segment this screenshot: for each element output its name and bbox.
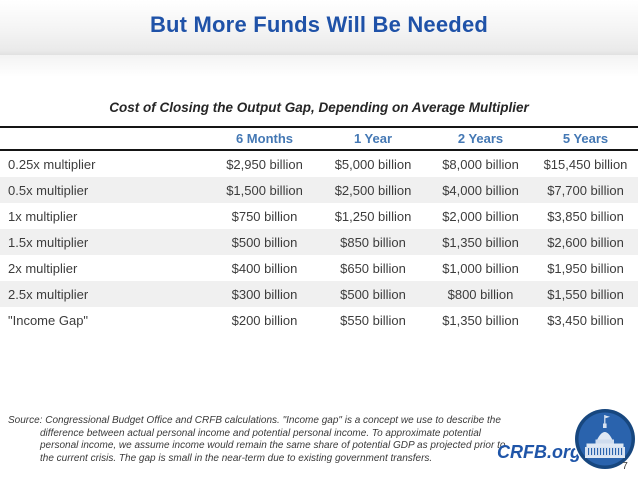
page-number: 7 (622, 461, 628, 472)
table-row: 2x multiplier $400 billion $650 billion … (0, 255, 638, 281)
source-line: Source: Congressional Budget Office and … (8, 415, 501, 426)
slide-title: But More Funds Will Be Needed (149, 12, 489, 37)
row-label: 0.5x multiplier (8, 182, 89, 198)
source-note: Source: Congressional Budget Office and … (8, 415, 505, 465)
table-cell: $2,950 billion (226, 156, 303, 172)
column-header-2-years: 2 Years (457, 131, 504, 146)
row-label: 2.5x multiplier (8, 286, 89, 302)
table-cell: $1,000 billion (442, 260, 519, 276)
table-row: 1x multiplier $750 billion $1,250 billio… (0, 203, 638, 229)
table-header-row: 6 Months 1 Year 2 Years 5 Years (0, 127, 638, 150)
table-cell: $2,600 billion (547, 234, 624, 250)
table-row: 0.5x multiplier $1,500 billion $2,500 bi… (0, 177, 638, 203)
table-cell: $1,950 billion (547, 260, 624, 276)
table-cell: $3,850 billion (547, 208, 624, 224)
cost-table: 6 Months 1 Year 2 Years 5 Years 0.25x mu… (0, 126, 638, 333)
table-cell: $750 billion (231, 208, 298, 224)
table-cell: $4,000 billion (442, 182, 519, 198)
column-header-6-months: 6 Months (235, 131, 294, 146)
row-label: 0.25x multiplier (8, 156, 96, 172)
column-header-5-years: 5 Years (562, 131, 609, 146)
table-cell: $850 billion (340, 234, 406, 250)
table-row: "Income Gap" $200 billion $550 billion $… (0, 307, 638, 333)
table-cell: $1,350 billion (442, 312, 519, 328)
table-cell: $500 billion (340, 286, 406, 302)
table-cell: $8,000 billion (442, 156, 519, 172)
table-cell: $550 billion (340, 312, 406, 328)
table-cell: $200 billion (231, 312, 298, 328)
table-caption: Cost of Closing the Output Gap, Dependin… (109, 100, 529, 115)
table-cell: $650 billion (340, 260, 406, 276)
table-row: 2.5x multiplier $300 billion $500 billio… (0, 281, 638, 307)
title-band-shadow (0, 55, 638, 77)
table-cell: $15,450 billion (543, 156, 628, 172)
source-line: personal income, we assume income would … (40, 440, 506, 452)
source-line: difference between actual personal incom… (40, 427, 482, 439)
row-label: "Income Gap" (8, 312, 89, 328)
crfb-brand-text: CRFB.org (497, 442, 581, 462)
table-cell: $7,700 billion (547, 182, 624, 198)
table-row: 1.5x multiplier $500 billion $850 billio… (0, 229, 638, 255)
table-cell: $2,000 billion (442, 208, 519, 224)
table-cell: $1,550 billion (547, 286, 624, 302)
table-cell: $300 billion (231, 286, 298, 302)
table-cell: $5,000 billion (334, 156, 412, 172)
table-cell: $2,500 billion (334, 182, 412, 198)
row-label: 2x multiplier (8, 260, 78, 276)
table-row: 0.25x multiplier $2,950 billion $5,000 b… (0, 150, 638, 177)
table-cell: $400 billion (231, 260, 298, 276)
source-line: the current crisis. The gap is small in … (40, 452, 433, 464)
crfb-capitol-logo-icon (573, 407, 637, 471)
table-cell: $1,500 billion (226, 182, 303, 198)
table-cell: $500 billion (231, 234, 298, 250)
row-label: 1x multiplier (8, 208, 78, 224)
row-label: 1.5x multiplier (8, 234, 89, 250)
column-header-blank (0, 127, 211, 150)
column-header-1-year: 1 Year (353, 131, 393, 146)
slide-title-band: But More Funds Will Be Needed (0, 0, 638, 55)
table-cell: $1,350 billion (442, 234, 519, 250)
table-cell: $800 billion (447, 286, 514, 302)
table-cell: $3,450 billion (547, 312, 624, 328)
table-cell: $1,250 billion (334, 208, 412, 224)
